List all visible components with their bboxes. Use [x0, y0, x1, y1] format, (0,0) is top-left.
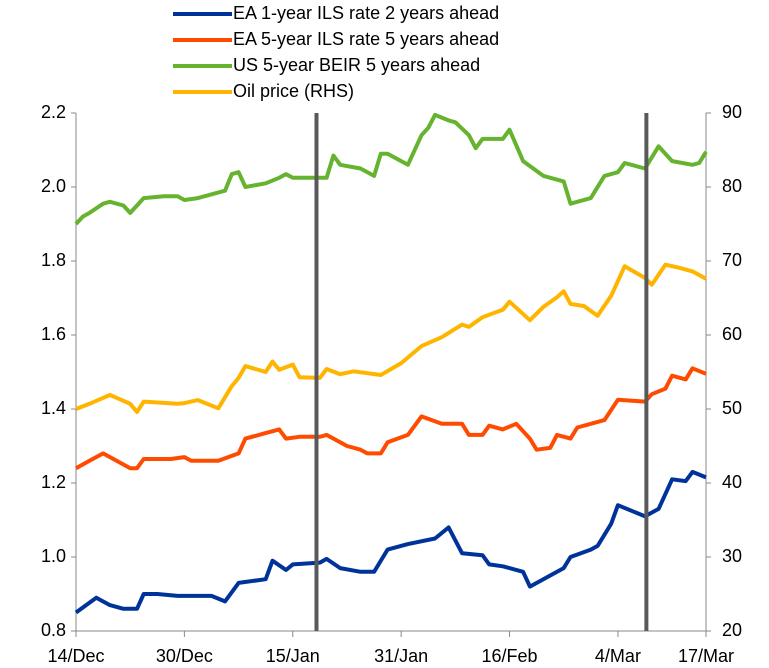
- legend-label: US 5-year BEIR 5 years ahead: [233, 55, 480, 75]
- y-tick-label: 1.4: [41, 398, 66, 418]
- y2-tick-label: 20: [722, 620, 742, 640]
- y-tick-label: 1.6: [41, 324, 66, 344]
- series-line: [75, 366, 707, 471]
- legend-label: EA 5-year ILS rate 5 years ahead: [233, 29, 499, 49]
- y2-tick-label: 70: [722, 250, 742, 270]
- y-tick-label: 2.0: [41, 176, 66, 196]
- x-tick-label: 15/Jan: [266, 646, 320, 666]
- series-line: [74, 112, 708, 226]
- y2-tick-label: 90: [722, 102, 742, 122]
- y2-tick-label: 30: [722, 546, 742, 566]
- x-tick-label: 4/Mar: [595, 646, 641, 666]
- series-line: [75, 262, 707, 414]
- x-tick-label: 31/Jan: [374, 646, 428, 666]
- y-tick-label: 1.8: [41, 250, 66, 270]
- legend-label: EA 1-year ILS rate 2 years ahead: [233, 3, 499, 23]
- x-tick-label: 30/Dec: [156, 646, 213, 666]
- x-tick-label: 17/Mar: [678, 646, 734, 666]
- series-line: [74, 469, 707, 615]
- y2-tick-label: 40: [722, 472, 742, 492]
- y2-tick-label: 80: [722, 176, 742, 196]
- x-tick-label: 14/Dec: [47, 646, 104, 666]
- legend-label: Oil price (RHS): [233, 81, 354, 101]
- y2-tick-label: 50: [722, 398, 742, 418]
- y-tick-label: 1.0: [41, 546, 66, 566]
- y-tick-label: 0.8: [41, 620, 66, 640]
- y2-tick-label: 60: [722, 324, 742, 344]
- x-tick-label: 16/Feb: [482, 646, 538, 666]
- y-tick-label: 2.2: [41, 102, 66, 122]
- y-tick-label: 1.2: [41, 472, 66, 492]
